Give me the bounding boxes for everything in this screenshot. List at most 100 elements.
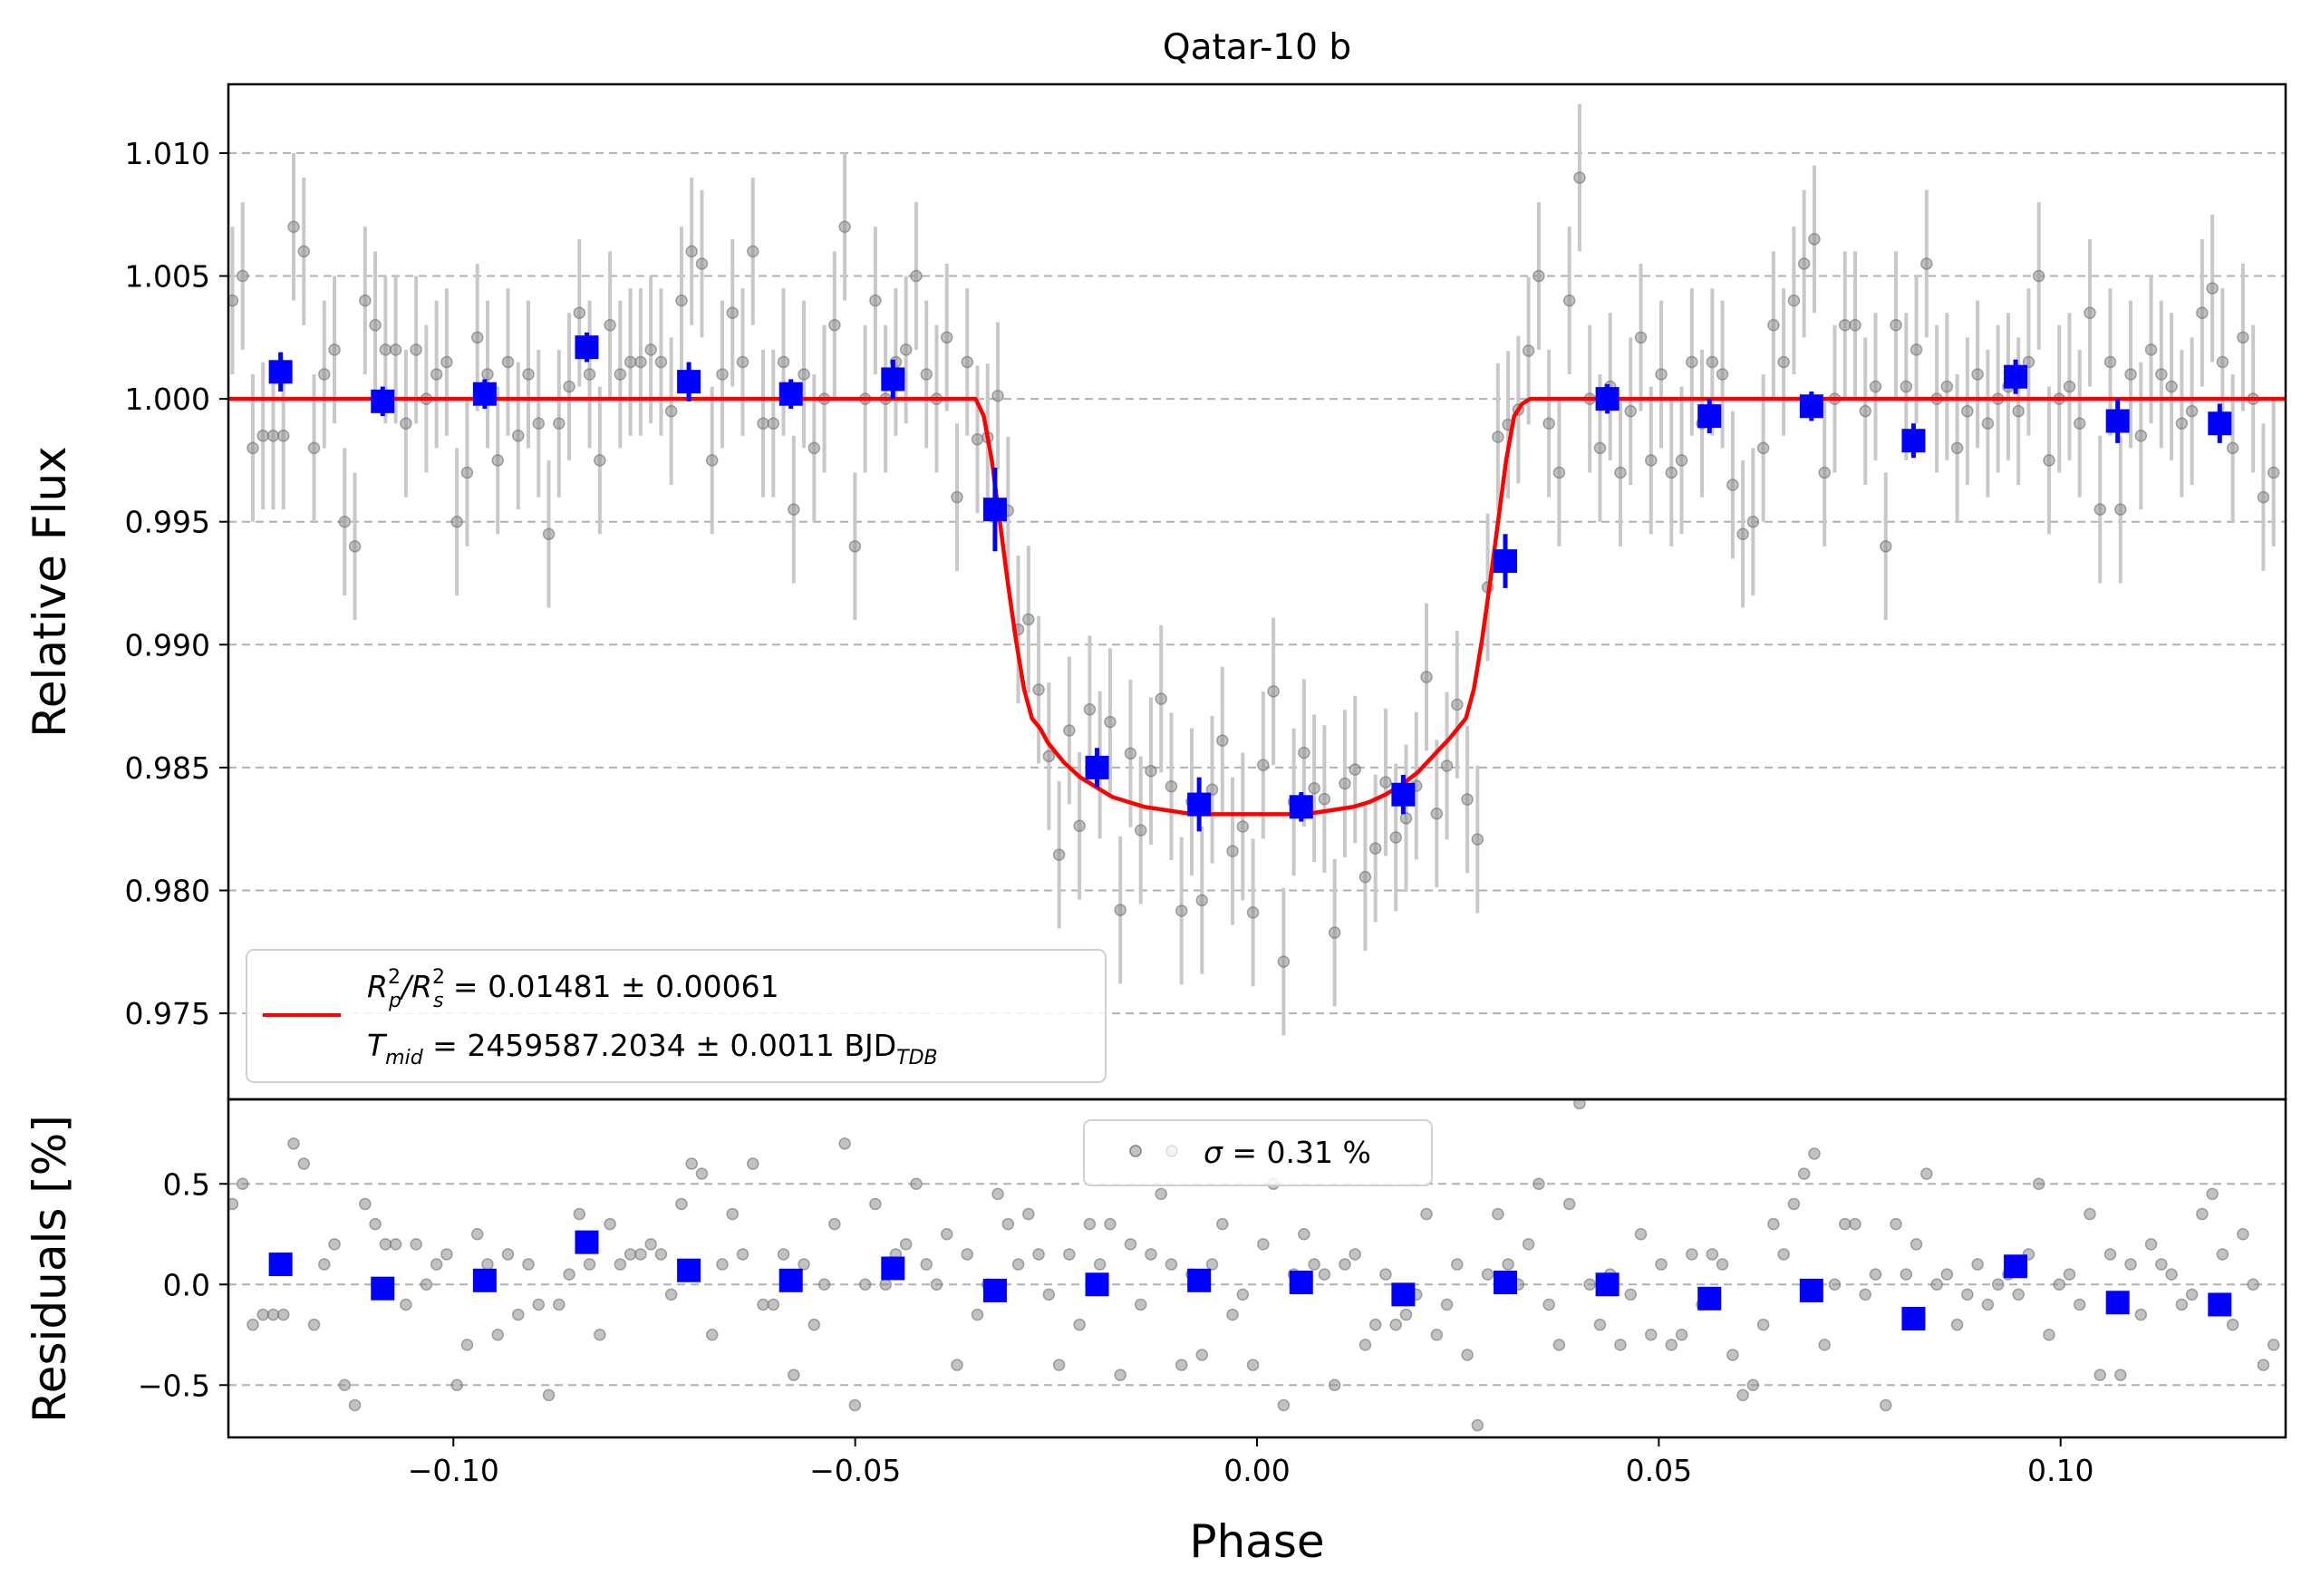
- residual-raw-point: [1726, 1349, 1739, 1361]
- raw-point: [1767, 319, 1780, 332]
- residual-raw-point: [410, 1238, 422, 1251]
- raw-point: [664, 404, 678, 418]
- residual-raw-point: [1991, 1278, 2005, 1291]
- raw-point: [1522, 344, 1535, 357]
- raw-point: [1686, 355, 1698, 369]
- raw-point: [2206, 282, 2219, 295]
- residual-raw-point: [920, 1258, 933, 1271]
- main-y-tick-label: 0.995: [125, 505, 210, 540]
- legend-scatter-sigma: σ = 0.31 %: [1204, 1135, 1371, 1170]
- residual-raw-point: [2144, 1238, 2158, 1251]
- residual-raw-point: [287, 1137, 300, 1150]
- raw-point: [685, 245, 698, 258]
- raw-point: [2084, 306, 2096, 319]
- residual-raw-point: [858, 1278, 872, 1291]
- residual-raw-point: [1257, 1238, 1270, 1251]
- raw-point: [777, 355, 790, 369]
- raw-point: [1706, 355, 1719, 369]
- residual-raw-point: [491, 1329, 504, 1341]
- raw-point: [1920, 257, 1933, 270]
- residual-raw-point: [1930, 1278, 1943, 1291]
- residual-raw-point: [726, 1207, 739, 1221]
- raw-point: [228, 294, 239, 307]
- residual-raw-point: [614, 1258, 627, 1271]
- raw-point: [869, 294, 882, 307]
- legend-raw-swatch: [1129, 1145, 1142, 1157]
- raw-point: [910, 269, 923, 283]
- residual-raw-point: [400, 1298, 412, 1311]
- binned-point: [1595, 387, 1620, 411]
- residual-raw-point: [542, 1388, 556, 1402]
- raw-point: [276, 430, 290, 442]
- residual-raw-point: [1552, 1339, 1566, 1351]
- residual-raw-point: [1001, 1217, 1015, 1231]
- residual-binned-point: [472, 1268, 497, 1292]
- raw-point: [400, 417, 412, 430]
- raw-point: [726, 306, 739, 319]
- residual-raw-point: [1583, 1278, 1596, 1291]
- residual-raw-point: [481, 1258, 494, 1271]
- residual-raw-point: [1502, 1258, 1514, 1271]
- raw-point: [2185, 404, 2199, 418]
- residual-raw-point: [1645, 1329, 1658, 1341]
- residual-raw-point: [757, 1298, 769, 1311]
- raw-point: [318, 368, 331, 381]
- residual-raw-point: [1042, 1288, 1056, 1301]
- residual-raw-point: [2103, 1248, 2117, 1261]
- residual-raw-point: [940, 1228, 953, 1241]
- residual-raw-point: [634, 1248, 647, 1261]
- raw-point: [971, 433, 984, 446]
- raw-point: [695, 257, 709, 270]
- raw-point: [2175, 417, 2189, 430]
- raw-point: [1430, 807, 1444, 820]
- residual-raw-point: [1155, 1187, 1167, 1201]
- raw-point: [512, 430, 525, 442]
- raw-point: [1328, 926, 1341, 939]
- raw-point: [1368, 842, 1382, 855]
- residual-binned-point: [1289, 1271, 1313, 1295]
- raw-point: [440, 355, 453, 369]
- raw-point: [256, 430, 269, 442]
- raw-point: [757, 417, 769, 430]
- binned-point: [1799, 394, 1823, 419]
- raw-point: [2022, 355, 2035, 369]
- raw-point: [369, 319, 382, 332]
- residual-raw-point: [1451, 1258, 1464, 1271]
- raw-point: [1634, 331, 1648, 344]
- residual-raw-point: [2226, 1318, 2239, 1331]
- residual-raw-point: [1655, 1258, 1668, 1271]
- binned-point: [1085, 755, 1109, 779]
- main-raw-points: [228, 103, 2280, 1036]
- raw-point: [1838, 319, 1852, 332]
- raw-point: [1124, 747, 1137, 760]
- raw-point: [1492, 430, 1504, 443]
- residual-raw-point: [1675, 1329, 1688, 1341]
- residual-raw-point: [705, 1329, 719, 1341]
- legend-raw-swatch: [1165, 1145, 1178, 1157]
- main-y-tick-label: 0.990: [125, 627, 210, 663]
- binned-point: [982, 498, 1007, 522]
- raw-point: [359, 294, 372, 307]
- residual-raw-point: [1950, 1318, 1964, 1331]
- raw-point: [828, 319, 841, 332]
- raw-point: [1104, 715, 1117, 729]
- raw-point: [1195, 894, 1209, 907]
- raw-point: [644, 343, 657, 356]
- raw-point: [1562, 294, 1576, 307]
- raw-point: [389, 343, 402, 356]
- residual-raw-point: [1900, 1268, 1913, 1281]
- residual-raw-point: [2032, 1177, 2045, 1190]
- raw-point: [266, 430, 280, 442]
- residual-binned-point: [778, 1268, 803, 1292]
- residual-raw-point: [379, 1238, 392, 1251]
- residual-raw-point: [236, 1177, 249, 1190]
- raw-point: [2196, 306, 2209, 319]
- residual-raw-point: [1890, 1217, 1902, 1231]
- residual-raw-point: [685, 1157, 698, 1170]
- residual-raw-point: [522, 1258, 535, 1271]
- raw-point: [848, 540, 862, 553]
- residual-raw-point: [1624, 1288, 1637, 1301]
- residual-raw-point: [1032, 1248, 1045, 1261]
- raw-point: [2073, 417, 2086, 430]
